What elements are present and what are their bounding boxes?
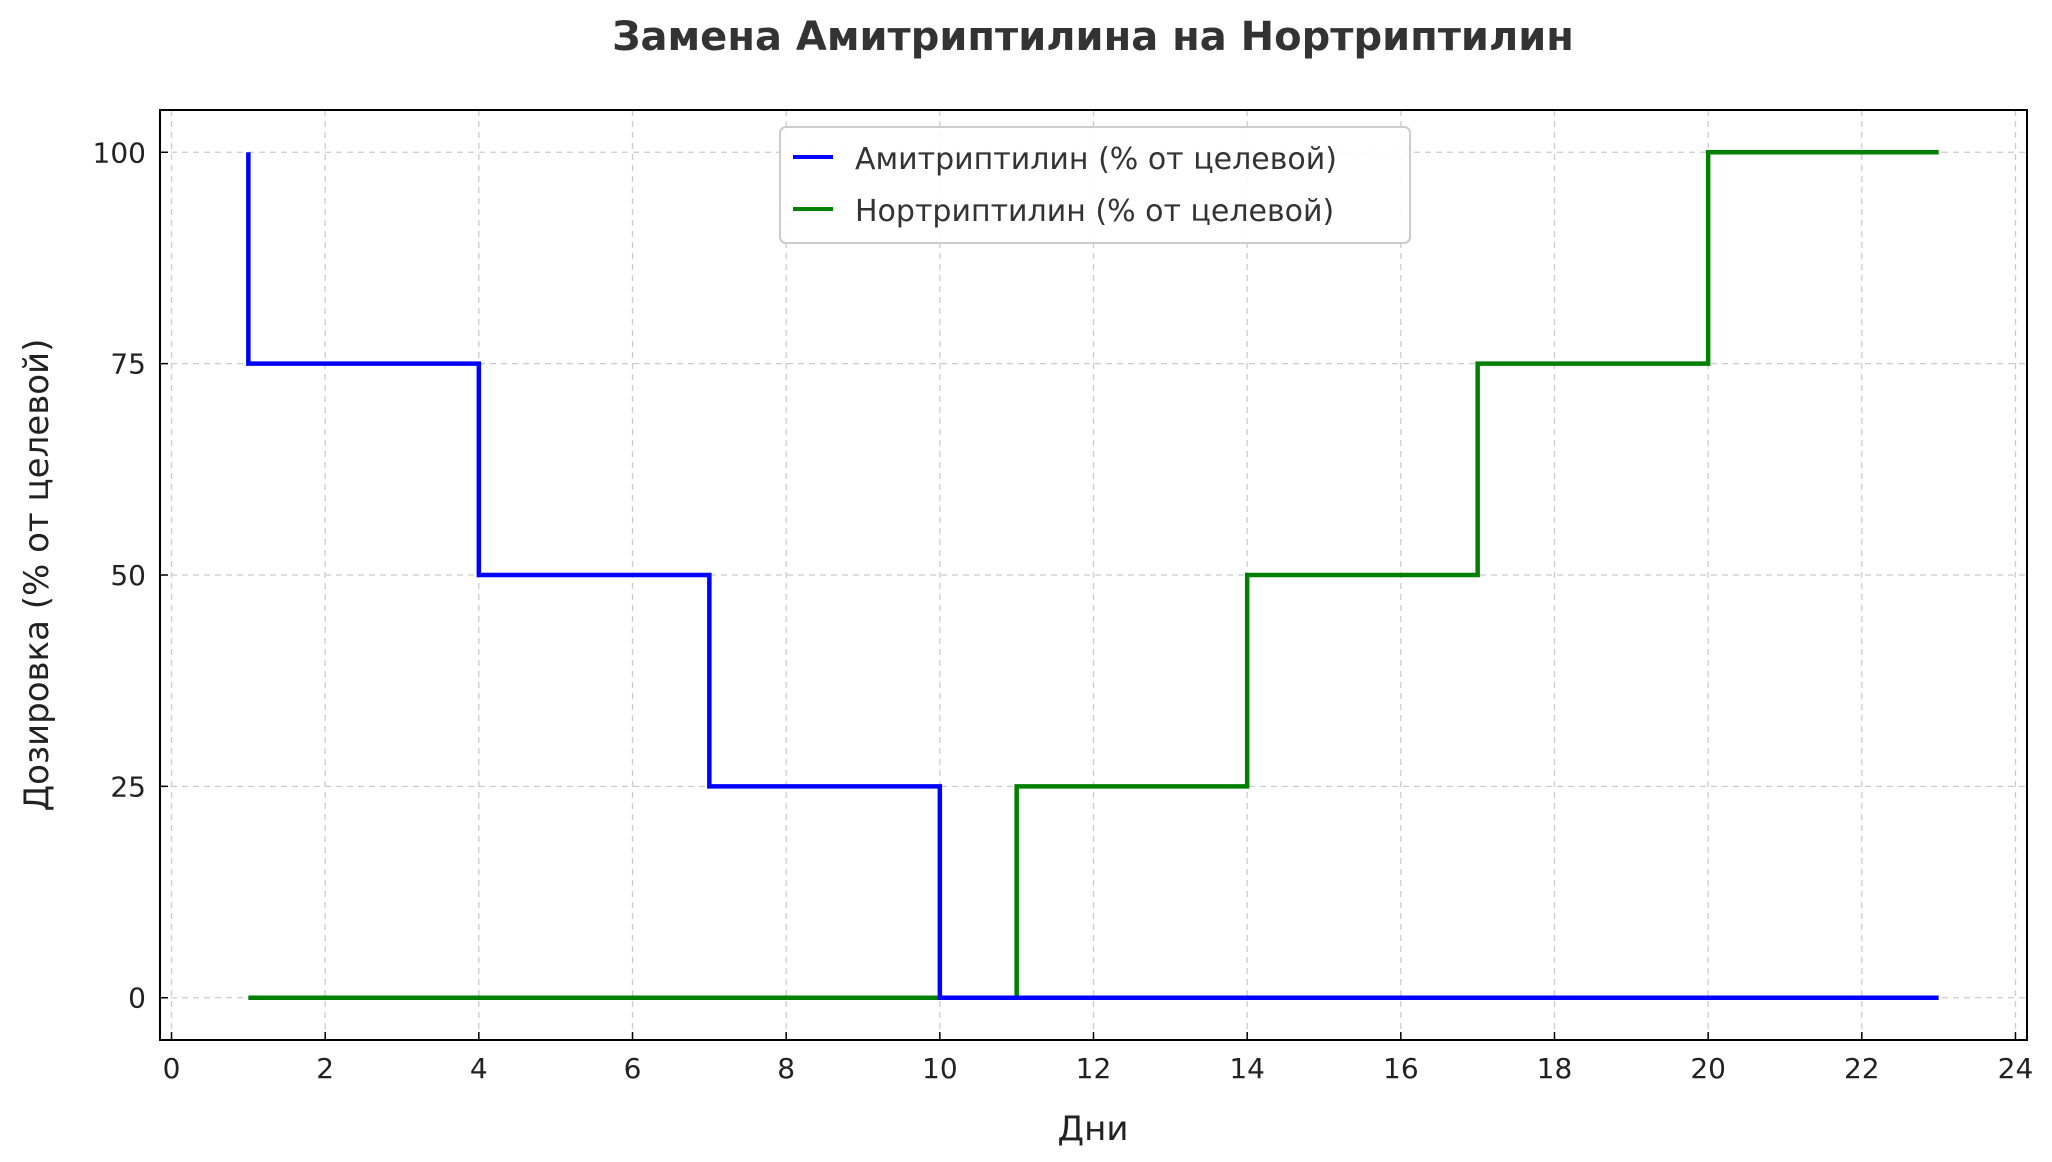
x-tick-label: 16	[1383, 1052, 1419, 1085]
y-tick-label: 100	[93, 136, 146, 169]
chart-title: Замена Амитриптилина на Нортриптилин	[612, 14, 1574, 60]
series-layer	[246, 150, 1939, 1000]
legend-box	[779, 126, 1411, 244]
x-axis-label: Дни	[1058, 1109, 1129, 1149]
legend: Амитриптилин (% от целевой) Нортриптилин…	[779, 126, 1411, 244]
x-tick-label: 2	[316, 1052, 334, 1085]
legend-label-nortriptyline: Нортриптилин (% от целевой)	[855, 194, 1334, 229]
y-tick-label: 25	[110, 770, 146, 803]
x-tick-label: 6	[624, 1052, 642, 1085]
x-axis-ticks: 0 2 4 6 8 10 12 14 16 18 20 22 24	[163, 1032, 2034, 1085]
x-tick-label: 14	[1229, 1052, 1265, 1085]
x-tick-label: 20	[1690, 1052, 1726, 1085]
x-tick-label: 24	[1998, 1052, 2034, 1085]
x-tick-label: 12	[1076, 1052, 1112, 1085]
x-tick-label: 8	[777, 1052, 795, 1085]
series-line-0	[246, 152, 1939, 1000]
y-tick-label: 50	[110, 559, 146, 592]
y-axis-ticks: 0 25 50 75 100	[93, 136, 168, 1015]
y-axis-label: Дозировка (% от целевой)	[17, 339, 57, 812]
series-line-1	[248, 150, 1939, 1000]
x-tick-label: 10	[922, 1052, 958, 1085]
x-tick-label: 0	[163, 1052, 181, 1085]
x-tick-label: 22	[1844, 1052, 1880, 1085]
y-tick-label: 75	[110, 348, 146, 381]
y-tick-label: 0	[128, 982, 146, 1015]
x-tick-label: 4	[470, 1052, 488, 1085]
x-tick-label: 18	[1537, 1052, 1573, 1085]
legend-label-amitriptyline: Амитриптилин (% от целевой)	[855, 142, 1337, 177]
